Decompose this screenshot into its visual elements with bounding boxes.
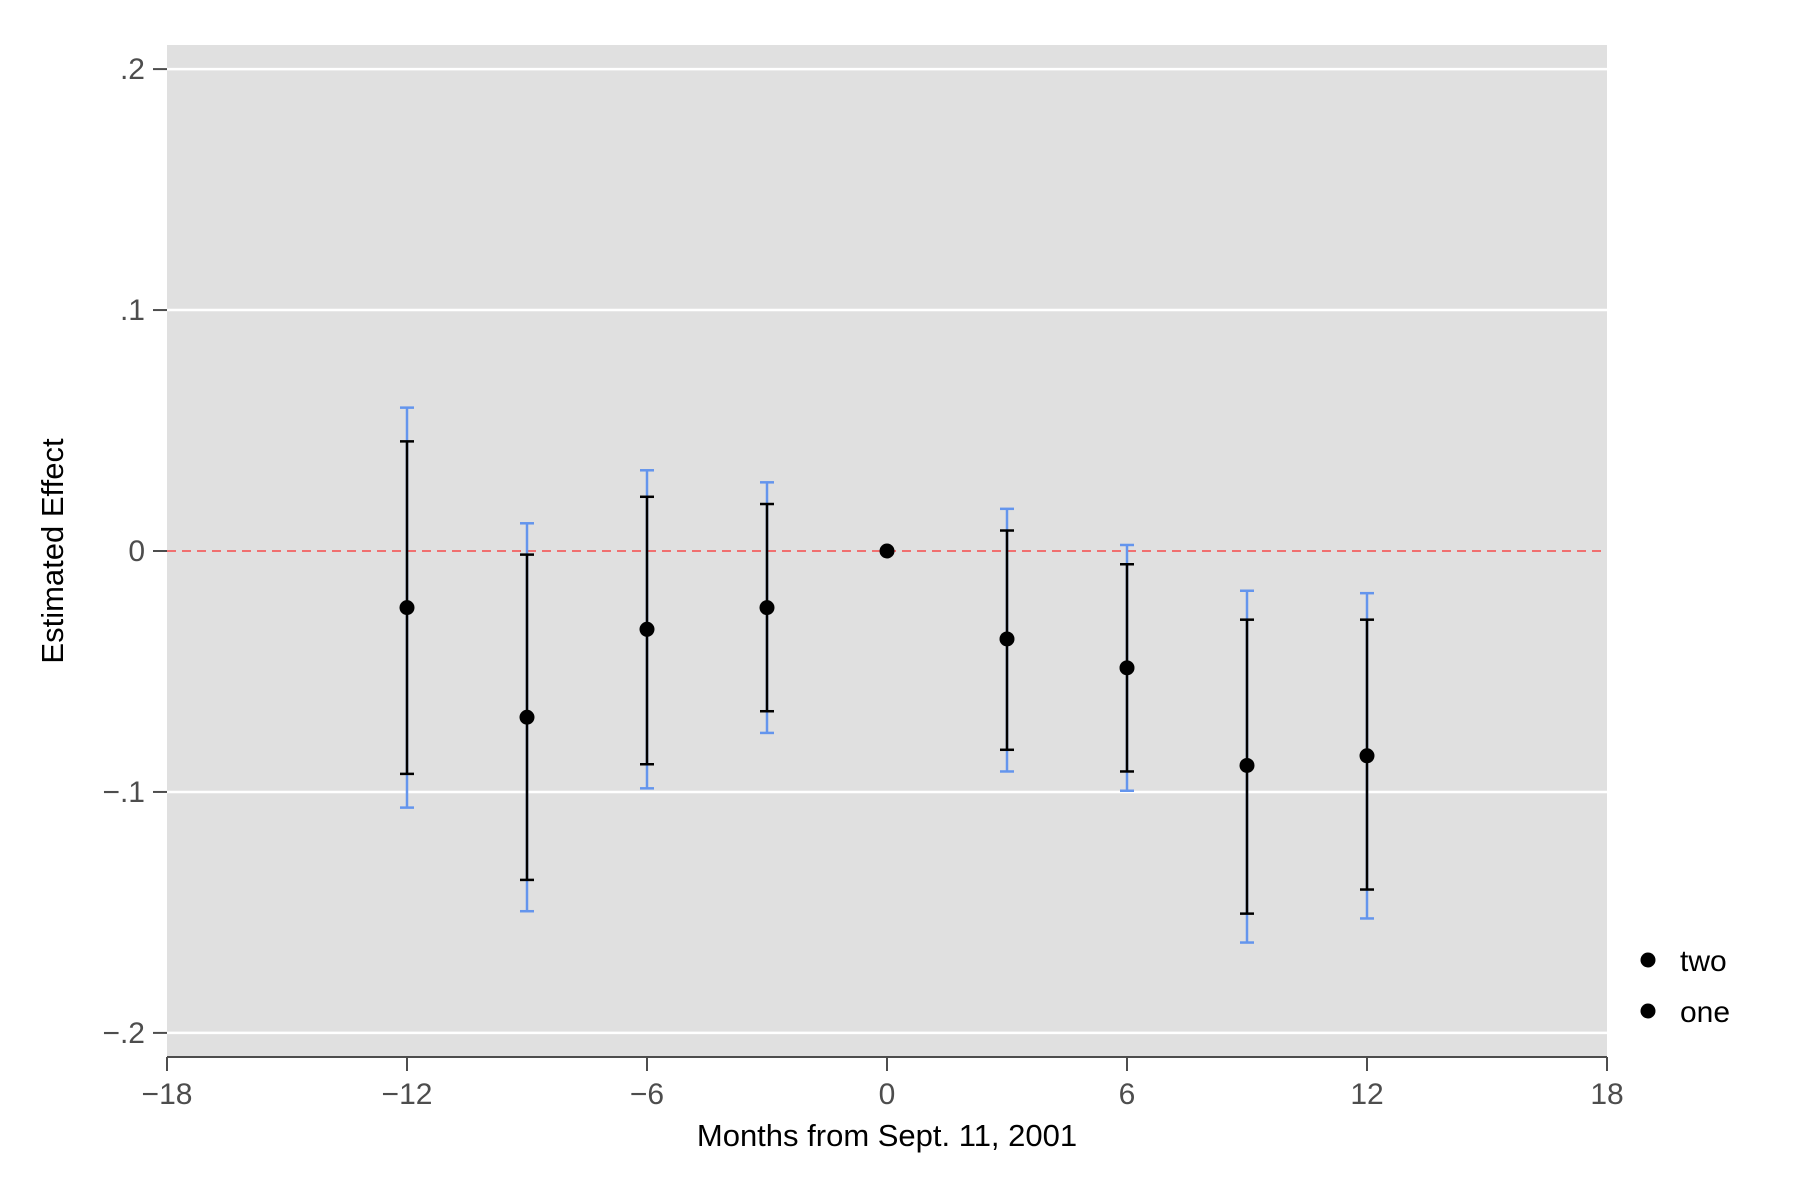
legend: two one: [1640, 945, 1730, 1029]
x-tick-label: −18: [142, 1078, 193, 1111]
point-estimate: [759, 600, 775, 616]
x-tick-label: −12: [382, 1078, 433, 1111]
x-tick-label: 18: [1590, 1078, 1623, 1111]
y-tick-label: −.1: [102, 776, 145, 809]
y-axis-title: Estimated Effect: [35, 438, 70, 664]
x-tick-label: −6: [630, 1078, 664, 1111]
point-estimate: [399, 600, 415, 616]
y-tick-label: −.2: [102, 1017, 145, 1050]
point-estimate: [639, 621, 655, 637]
point-estimates: [399, 543, 1375, 773]
x-tick-label: 6: [1119, 1078, 1136, 1111]
legend-label: one: [1680, 996, 1730, 1029]
y-tick-label: .2: [120, 53, 145, 86]
legend-label: two: [1680, 945, 1727, 978]
point-estimate: [879, 543, 895, 559]
point-estimate: [1119, 660, 1135, 676]
point-estimate: [519, 709, 535, 725]
legend-item-two: two: [1640, 945, 1727, 978]
x-axis-title: Months from Sept. 11, 2001: [697, 1118, 1077, 1153]
y-tick-label: 0: [128, 535, 145, 568]
point-estimate: [1359, 748, 1375, 764]
axes: .2 .1 0 −.1 −.2 −18 −12 −6 0 6 12 18: [102, 53, 1623, 1111]
y-tick-label: .1: [120, 294, 145, 327]
x-tick-label: 12: [1350, 1078, 1383, 1111]
point-estimate: [999, 631, 1015, 647]
legend-marker: [1640, 952, 1656, 968]
legend-item-one: one: [1640, 996, 1730, 1029]
x-tick-label: 0: [879, 1078, 896, 1111]
legend-marker: [1640, 1003, 1656, 1019]
point-estimate: [1239, 757, 1255, 773]
